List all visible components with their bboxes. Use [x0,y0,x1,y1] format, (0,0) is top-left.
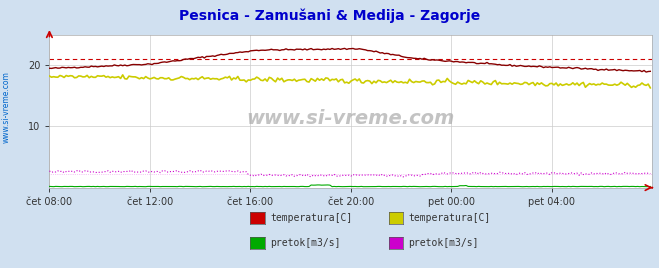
Text: temperatura[C]: temperatura[C] [409,213,491,223]
Text: www.si-vreme.com: www.si-vreme.com [2,71,11,143]
Text: pretok[m3/s]: pretok[m3/s] [270,238,341,248]
Text: pretok[m3/s]: pretok[m3/s] [409,238,479,248]
Text: Pesnica - Zamušani & Medija - Zagorje: Pesnica - Zamušani & Medija - Zagorje [179,8,480,23]
Text: www.si-vreme.com: www.si-vreme.com [246,109,455,128]
Text: temperatura[C]: temperatura[C] [270,213,353,223]
